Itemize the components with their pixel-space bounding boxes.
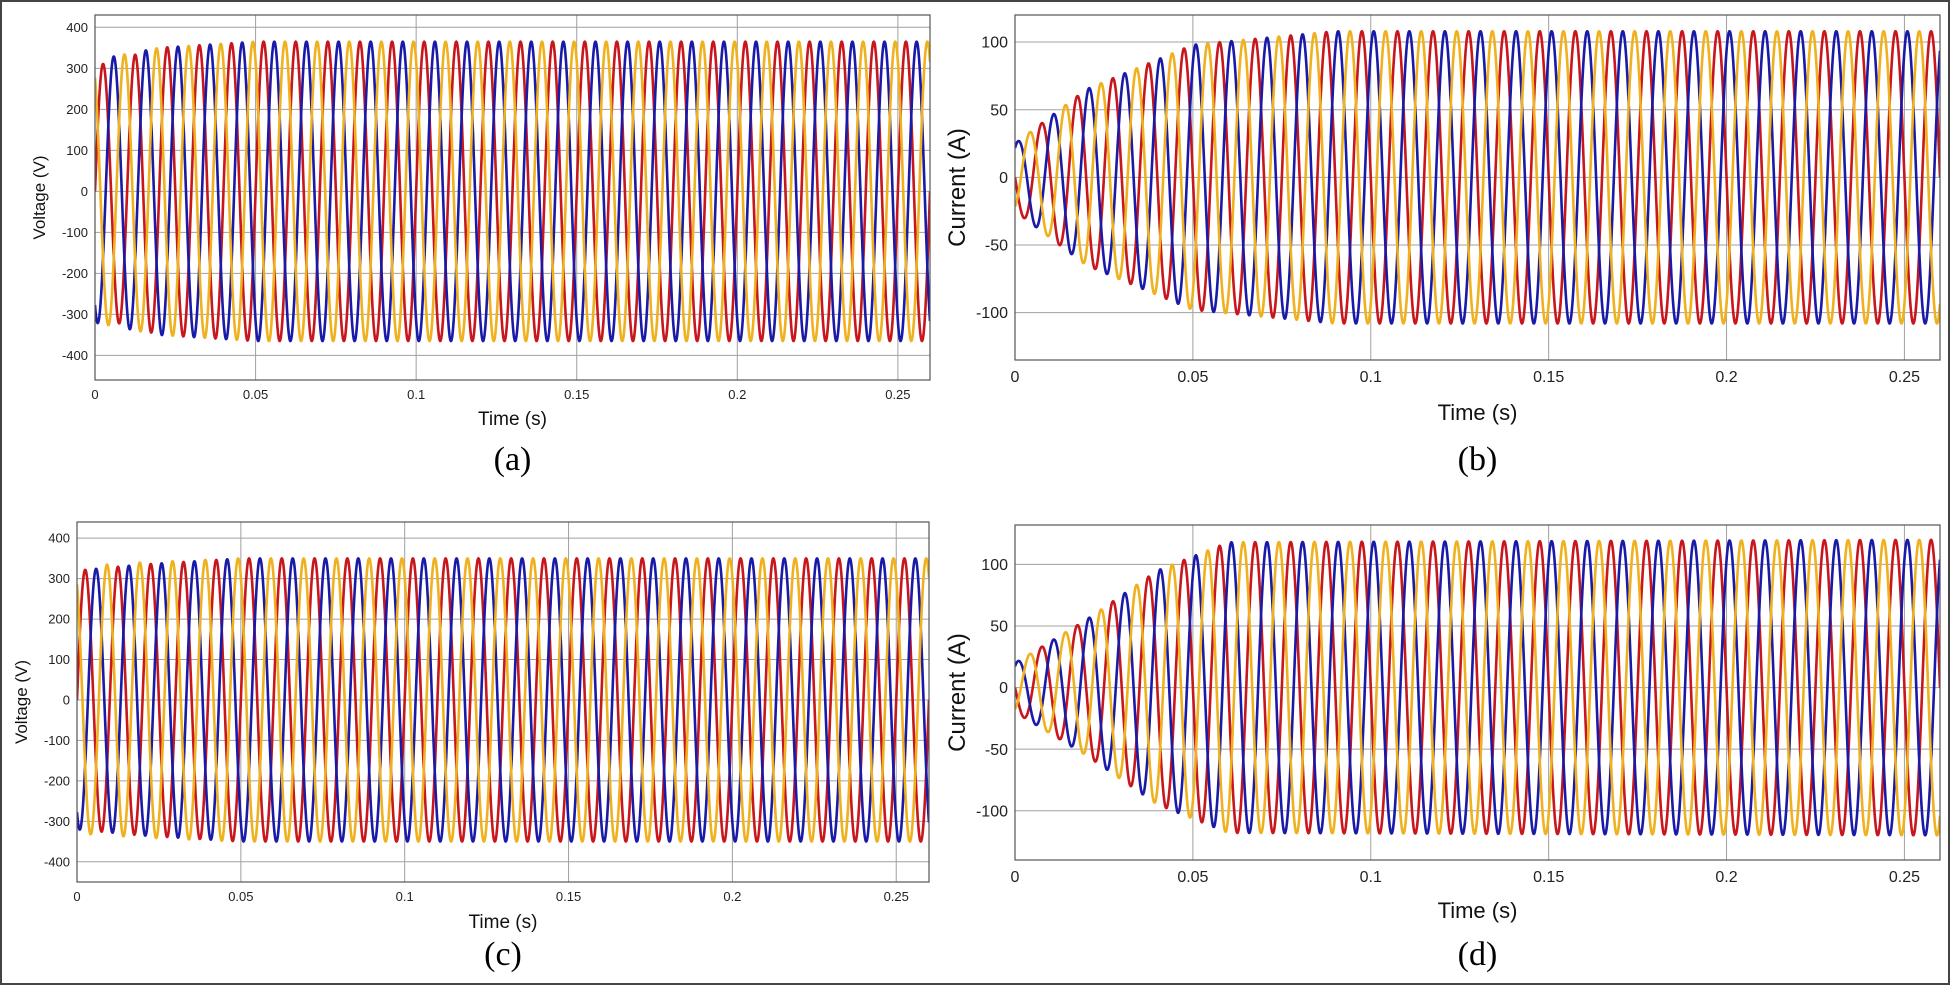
series-line-3 <box>77 557 929 843</box>
series-line-3 <box>95 40 930 343</box>
x-tick-label: 0.1 <box>407 387 425 402</box>
series-line-1 <box>95 40 930 343</box>
y-tick-label: -400 <box>62 348 88 363</box>
panel-d: 0 0.05 0.1 0.15 0.2 0.25 100 50 0 -50 -100 Time (s… <box>944 524 1941 973</box>
x-tick-label: 0.05 <box>1177 869 1208 886</box>
y-tick-label: -100 <box>976 803 1008 820</box>
panel-a: 0 0.05 0.1 0.15 0.2 0.25 400 300 200 100 0 -100 -200… <box>30 14 931 478</box>
x-axis-label: Time (s) <box>1438 898 1518 923</box>
x-tick-label: 0.25 <box>1889 369 1920 386</box>
y-tick-label: -100 <box>976 305 1008 322</box>
x-tick-label: 0 <box>91 387 98 402</box>
x-tick-label: 0.2 <box>1715 369 1737 386</box>
x-tick-label: 0.15 <box>564 387 589 402</box>
y-axis-label: Current (A) <box>944 633 971 752</box>
y-axis-label: Current (A) <box>944 128 971 247</box>
x-axis-label: Time (s) <box>1438 400 1518 425</box>
y-tick-label: 100 <box>981 557 1008 574</box>
x-tick-label: 0.05 <box>1177 369 1208 386</box>
panel-b: 0 0.05 0.1 0.15 0.2 0.25 100 50 0 -50 -100 Time (s… <box>944 14 1941 478</box>
x-tick-label: 0.15 <box>1533 869 1564 886</box>
x-tick-label: 0.1 <box>1360 369 1382 386</box>
series-line-2 <box>77 557 929 843</box>
y-axis-label: Voltage (V) <box>30 155 49 239</box>
y-tick-label: 0 <box>999 170 1008 187</box>
series-line-3 <box>1015 538 1940 837</box>
y-tick-label: 0 <box>81 184 88 199</box>
y-tick-label: 400 <box>48 531 70 546</box>
y-tick-label: -200 <box>44 773 70 788</box>
y-tick-label: -100 <box>44 733 70 748</box>
x-tick-label: 0.05 <box>228 889 253 904</box>
series-line-1 <box>1015 538 1940 837</box>
y-tick-label: 200 <box>66 102 88 117</box>
series-line-3 <box>1015 29 1940 325</box>
panel-caption: (b) <box>1458 441 1498 478</box>
x-tick-label: 0.2 <box>1715 869 1737 886</box>
y-tick-label: 50 <box>990 102 1008 119</box>
x-tick-label: 0.1 <box>1360 869 1382 886</box>
x-tick-label: 0 <box>73 889 80 904</box>
y-tick-label: -200 <box>62 266 88 281</box>
x-tick-label: 0 <box>1011 869 1020 886</box>
x-tick-label: 0.2 <box>728 387 746 402</box>
x-tick-label: 0.25 <box>1889 869 1920 886</box>
x-tick-label: 0.15 <box>556 889 581 904</box>
series-line-1 <box>77 557 929 843</box>
x-tick-label: 0.25 <box>885 387 910 402</box>
panel-c: 0 0.05 0.1 0.15 0.2 0.25 400 300 200 100 0 -100 -200… <box>12 521 930 973</box>
x-axis-label: Time (s) <box>469 912 538 933</box>
y-tick-label: 400 <box>66 20 88 35</box>
y-tick-label: -50 <box>985 238 1008 255</box>
series-line-2 <box>1015 29 1940 325</box>
series-layer <box>1015 29 1940 325</box>
y-tick-label: -300 <box>62 307 88 322</box>
y-tick-label: 0 <box>999 680 1008 697</box>
x-tick-label: 0.1 <box>396 889 414 904</box>
y-tick-label: -100 <box>62 225 88 240</box>
plot-frame <box>1014 524 1941 861</box>
panel-caption: (c) <box>484 936 522 973</box>
y-tick-label: -50 <box>985 742 1008 759</box>
y-axis-label: Voltage (V) <box>12 660 31 744</box>
y-tick-label: 100 <box>48 652 70 667</box>
plot-frame <box>76 521 930 883</box>
series-layer <box>77 557 929 843</box>
series-layer <box>1015 538 1940 837</box>
plot-frame <box>94 14 931 381</box>
panel-caption: (d) <box>1458 936 1498 973</box>
series-layer <box>95 40 930 343</box>
y-tick-label: 50 <box>990 619 1008 636</box>
x-axis-label: Time (s) <box>478 409 547 430</box>
x-tick-label: 0 <box>1011 369 1020 386</box>
series-line-1 <box>1015 29 1940 325</box>
y-tick-label: -300 <box>44 814 70 829</box>
y-tick-label: -400 <box>44 854 70 869</box>
y-tick-label: 300 <box>66 61 88 76</box>
y-tick-label: 0 <box>63 693 70 708</box>
panel-caption: (a) <box>494 441 532 478</box>
series-line-2 <box>95 40 930 343</box>
y-tick-label: 100 <box>981 35 1008 52</box>
y-tick-label: 300 <box>48 571 70 586</box>
x-tick-label: 0.2 <box>723 889 741 904</box>
x-tick-label: 0.25 <box>884 889 909 904</box>
x-tick-label: 0.05 <box>243 387 268 402</box>
y-tick-label: 100 <box>66 143 88 158</box>
series-line-2 <box>1015 538 1940 837</box>
x-tick-label: 0.15 <box>1533 369 1564 386</box>
y-tick-label: 200 <box>48 612 70 627</box>
plot-frame <box>1014 14 1941 361</box>
